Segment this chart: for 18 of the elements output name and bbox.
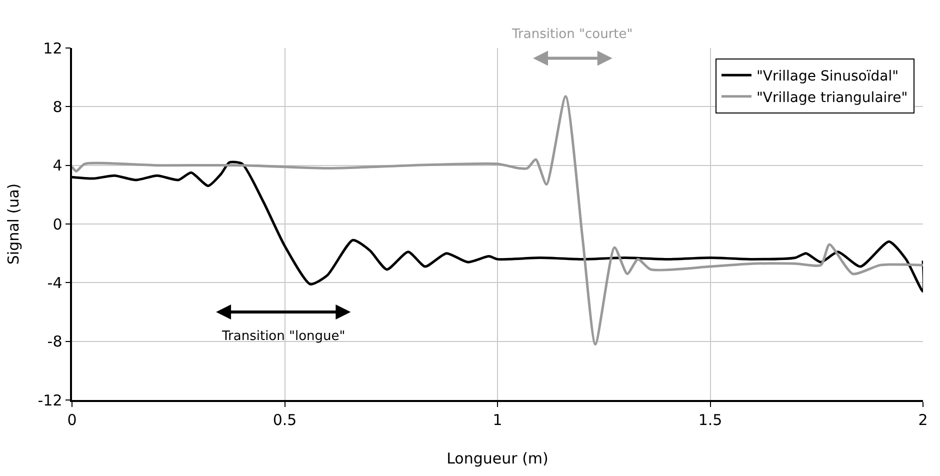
y-axis-title: Signal (ua) — [4, 183, 22, 265]
y-tick-label: 4 — [52, 156, 62, 175]
x-tick-label: 0 — [67, 410, 77, 429]
y-tick-label: 12 — [43, 39, 62, 58]
x-axis-title: Longueur (m) — [446, 449, 548, 468]
x-tick-label: 1.5 — [698, 410, 722, 429]
y-tick-label: 0 — [52, 215, 62, 234]
x-tick-label: 0.5 — [272, 410, 297, 429]
legend-label: "Vrillage triangulaire" — [756, 90, 908, 106]
y-tick-label: -12 — [38, 391, 62, 410]
y-tick-label: -4 — [47, 274, 62, 292]
y-tick-label: 8 — [52, 98, 62, 116]
annotation: Transition "longue" — [221, 329, 346, 344]
y-tick-label: -8 — [47, 332, 62, 351]
text: Transition "courte" — [511, 27, 633, 42]
legend-label: "Vrillage Sinusoïdal" — [756, 68, 899, 85]
x-tick-label: 2 — [918, 410, 928, 429]
x-tick-label: 1 — [492, 410, 502, 429]
